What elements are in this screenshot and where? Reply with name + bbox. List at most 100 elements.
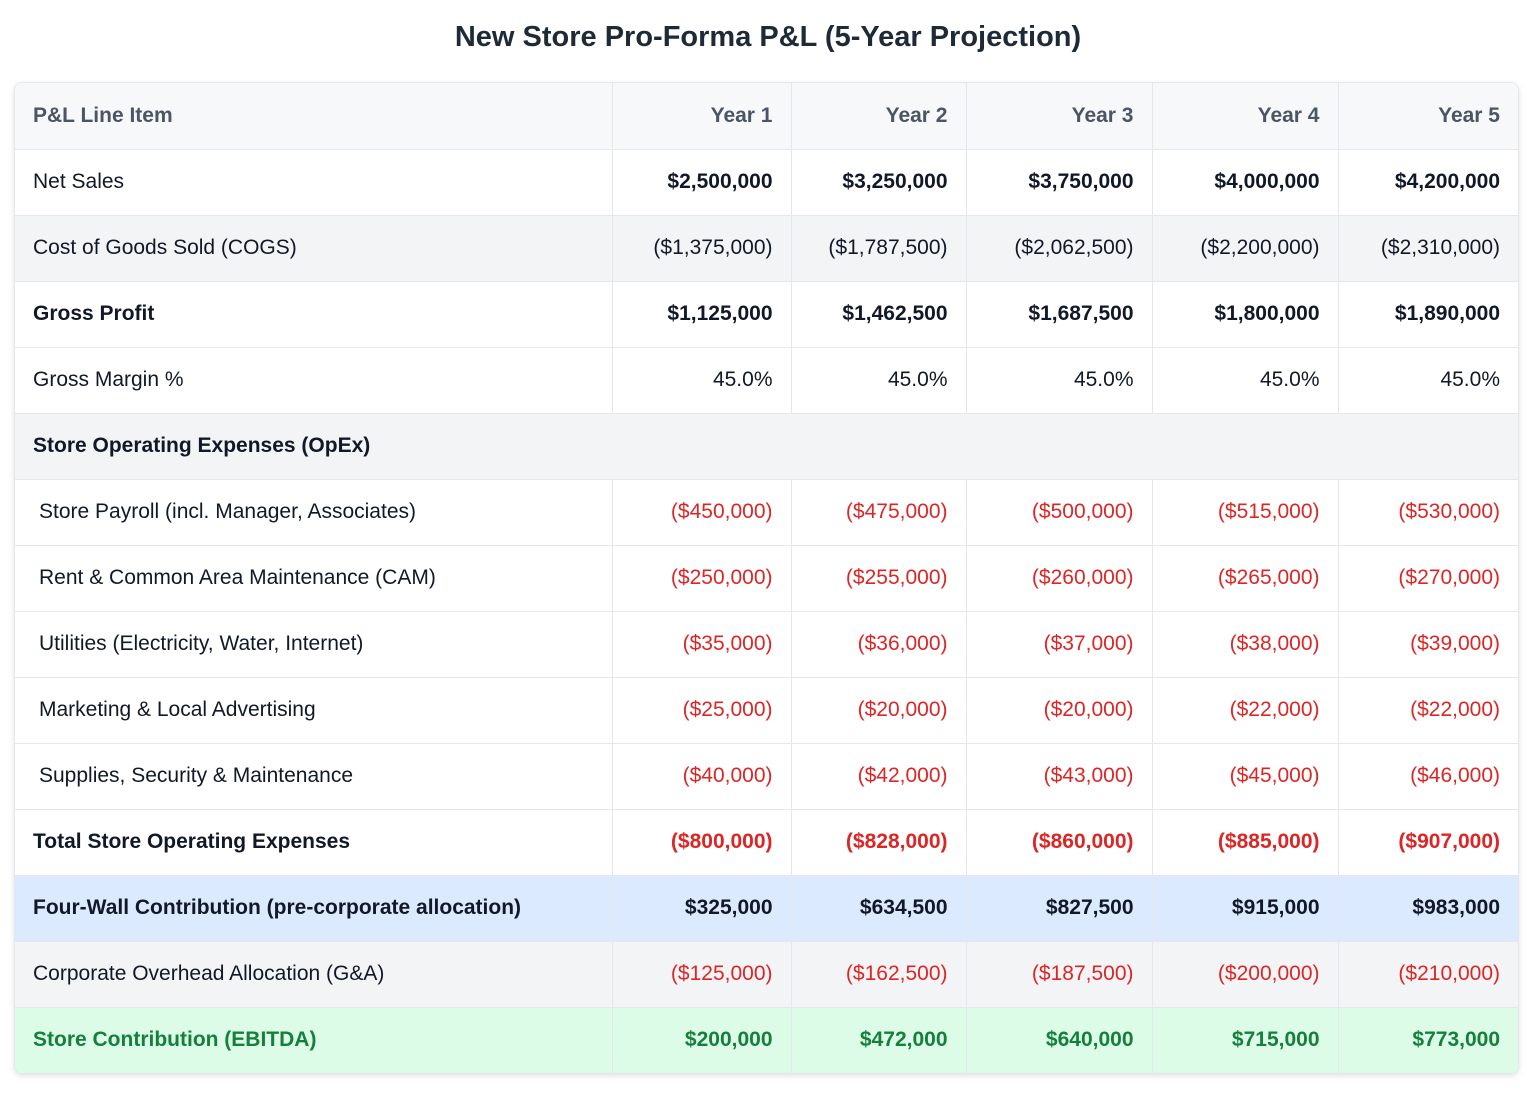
cell-value: ($36,000) (791, 611, 967, 678)
cell-value: ($2,062,500) (966, 215, 1153, 282)
column-header-year-2: Year 2 (791, 83, 967, 150)
column-header-year-1: Year 1 (612, 83, 792, 150)
cell-value: ($42,000) (791, 743, 967, 810)
row-total-opex: Total Store Operating Expenses ($800,000… (15, 809, 1518, 876)
page-title: New Store Pro-Forma P&L (5-Year Projecti… (454, 21, 1082, 53)
row-label: Net Sales (15, 149, 613, 216)
cell-value: $915,000 (1152, 875, 1339, 942)
column-header-line-item: P&L Line Item (15, 83, 613, 150)
cell-value: ($43,000) (966, 743, 1153, 810)
cell-value: ($907,000) (1338, 809, 1518, 876)
cell-value: $4,200,000 (1338, 149, 1518, 216)
cell-value: ($37,000) (966, 611, 1153, 678)
row-store-payroll: Store Payroll (incl. Manager, Associates… (15, 479, 1518, 546)
cell-value: 45.0% (966, 347, 1153, 414)
row-label: Store Payroll (incl. Manager, Associates… (15, 479, 613, 546)
cell-value: ($38,000) (1152, 611, 1339, 678)
cell-value: ($22,000) (1152, 677, 1339, 744)
row-marketing: Marketing & Local Advertising ($25,000) … (15, 677, 1518, 744)
row-gross-profit: Gross Profit $1,125,000 $1,462,500 $1,68… (15, 281, 1518, 348)
row-opex-section-header: Store Operating Expenses (OpEx) (15, 413, 1518, 480)
cell-value: ($35,000) (612, 611, 792, 678)
cell-value: $715,000 (1152, 1007, 1339, 1073)
row-supplies: Supplies, Security & Maintenance ($40,00… (15, 743, 1518, 810)
cell-value: ($260,000) (966, 545, 1153, 612)
cell-value: $4,000,000 (1152, 149, 1339, 216)
cell-value: $773,000 (1338, 1007, 1518, 1073)
cell-value: $3,750,000 (966, 149, 1153, 216)
cell-value: 45.0% (612, 347, 792, 414)
cell-value: ($20,000) (966, 677, 1153, 744)
row-label: Corporate Overhead Allocation (G&A) (15, 941, 613, 1008)
cell-value: ($162,500) (791, 941, 967, 1008)
cell-value: ($860,000) (966, 809, 1153, 876)
row-corporate-overhead: Corporate Overhead Allocation (G&A) ($12… (15, 941, 1518, 1008)
cell-value: $200,000 (612, 1007, 792, 1073)
row-rent-cam: Rent & Common Area Maintenance (CAM) ($2… (15, 545, 1518, 612)
cell-value: ($450,000) (612, 479, 792, 546)
cell-value: $1,890,000 (1338, 281, 1518, 348)
cell-value: ($828,000) (791, 809, 967, 876)
cell-value: $1,687,500 (966, 281, 1153, 348)
cell-value: ($200,000) (1152, 941, 1339, 1008)
cell-value: ($800,000) (612, 809, 792, 876)
row-cogs: Cost of Goods Sold (COGS) ($1,375,000) (… (15, 215, 1518, 282)
cell-value: ($22,000) (1338, 677, 1518, 744)
row-label: Gross Margin % (15, 347, 613, 414)
cell-value: ($475,000) (791, 479, 967, 546)
cell-value: 45.0% (1338, 347, 1518, 414)
row-label: Rent & Common Area Maintenance (CAM) (15, 545, 613, 612)
cell-value: $827,500 (966, 875, 1153, 942)
row-label: Gross Profit (15, 281, 613, 348)
row-label: Marketing & Local Advertising (15, 677, 613, 744)
cell-value: 45.0% (791, 347, 967, 414)
cell-value: ($2,310,000) (1338, 215, 1518, 282)
column-header-year-5: Year 5 (1338, 83, 1518, 150)
cell-value: $2,500,000 (612, 149, 792, 216)
cell-value: $3,250,000 (791, 149, 967, 216)
row-label: Cost of Goods Sold (COGS) (15, 215, 613, 282)
row-utilities: Utilities (Electricity, Water, Internet)… (15, 611, 1518, 678)
cell-value: ($265,000) (1152, 545, 1339, 612)
cell-value: ($255,000) (791, 545, 967, 612)
cell-value: ($270,000) (1338, 545, 1518, 612)
cell-value: ($40,000) (612, 743, 792, 810)
cell-value: $472,000 (791, 1007, 967, 1073)
cell-value: ($45,000) (1152, 743, 1339, 810)
cell-value: ($25,000) (612, 677, 792, 744)
row-gross-margin: Gross Margin % 45.0% 45.0% 45.0% 45.0% 4… (15, 347, 1518, 414)
section-label: Store Operating Expenses (OpEx) (15, 413, 1518, 480)
table-header-row: P&L Line Item Year 1 Year 2 Year 3 Year … (15, 83, 1518, 150)
cell-value: $634,500 (791, 875, 967, 942)
row-net-sales: Net Sales $2,500,000 $3,250,000 $3,750,0… (15, 149, 1518, 216)
pnl-table-card: P&L Line Item Year 1 Year 2 Year 3 Year … (14, 82, 1519, 1074)
cell-value: ($500,000) (966, 479, 1153, 546)
row-four-wall-contribution: Four-Wall Contribution (pre-corporate al… (15, 875, 1518, 942)
cell-value: $1,462,500 (791, 281, 967, 348)
row-label: Supplies, Security & Maintenance (15, 743, 613, 810)
cell-value: $1,800,000 (1152, 281, 1339, 348)
row-label: Utilities (Electricity, Water, Internet) (15, 611, 613, 678)
cell-value: $1,125,000 (612, 281, 792, 348)
cell-value: ($885,000) (1152, 809, 1339, 876)
cell-value: ($530,000) (1338, 479, 1518, 546)
cell-value: ($39,000) (1338, 611, 1518, 678)
cell-value: ($515,000) (1152, 479, 1339, 546)
cell-value: ($1,375,000) (612, 215, 792, 282)
column-header-year-3: Year 3 (966, 83, 1153, 150)
row-label: Four-Wall Contribution (pre-corporate al… (15, 875, 613, 942)
pnl-table: P&L Line Item Year 1 Year 2 Year 3 Year … (15, 83, 1518, 1073)
cell-value: 45.0% (1152, 347, 1339, 414)
cell-value: ($2,200,000) (1152, 215, 1339, 282)
row-store-contribution-ebitda: Store Contribution (EBITDA) $200,000 $47… (15, 1007, 1518, 1073)
cell-value: $983,000 (1338, 875, 1518, 942)
cell-value: ($187,500) (966, 941, 1153, 1008)
cell-value: ($1,787,500) (791, 215, 967, 282)
cell-value: ($125,000) (612, 941, 792, 1008)
row-label: Store Contribution (EBITDA) (15, 1007, 613, 1073)
cell-value: $640,000 (966, 1007, 1153, 1073)
cell-value: ($250,000) (612, 545, 792, 612)
row-label: Total Store Operating Expenses (15, 809, 613, 876)
cell-value: ($20,000) (791, 677, 967, 744)
cell-value: ($46,000) (1338, 743, 1518, 810)
